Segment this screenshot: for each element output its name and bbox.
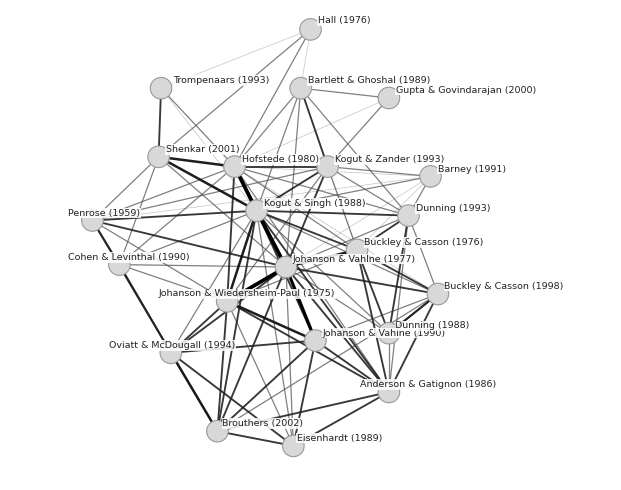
Text: Cohen & Levinthal (1990): Cohen & Levinthal (1990) xyxy=(68,253,189,262)
Circle shape xyxy=(148,146,170,168)
Circle shape xyxy=(317,156,338,177)
Circle shape xyxy=(217,291,238,312)
Text: Johanson & Vahlne (1977): Johanson & Vahlne (1977) xyxy=(292,255,415,264)
Circle shape xyxy=(420,166,442,187)
Circle shape xyxy=(82,210,103,231)
Circle shape xyxy=(378,381,400,403)
Circle shape xyxy=(305,330,326,351)
Text: Shenkar (2001): Shenkar (2001) xyxy=(166,145,240,154)
Text: Brouthers (2002): Brouthers (2002) xyxy=(222,419,303,428)
Circle shape xyxy=(160,342,181,364)
Text: Dunning (1993): Dunning (1993) xyxy=(416,204,491,213)
Circle shape xyxy=(283,435,304,457)
Text: Johanson & Wiedersheim-Paul (1975): Johanson & Wiedersheim-Paul (1975) xyxy=(158,290,335,298)
Text: Buckley & Casson (1998): Buckley & Casson (1998) xyxy=(444,282,564,291)
Text: Hall (1976): Hall (1976) xyxy=(318,16,371,25)
Circle shape xyxy=(224,156,245,177)
Text: Hofstede (1980): Hofstede (1980) xyxy=(242,155,319,164)
Circle shape xyxy=(300,19,321,40)
Text: Eisenhardt (1989): Eisenhardt (1989) xyxy=(297,434,382,442)
Text: Kogut & Singh (1988): Kogut & Singh (1988) xyxy=(264,199,366,208)
Circle shape xyxy=(427,283,449,305)
Text: Kogut & Zander (1993): Kogut & Zander (1993) xyxy=(335,155,445,164)
Text: Trompenaars (1993): Trompenaars (1993) xyxy=(173,76,270,85)
Text: Oviatt & McDougall (1994): Oviatt & McDougall (1994) xyxy=(109,341,235,350)
Text: Barney (1991): Barney (1991) xyxy=(438,165,506,173)
Text: Gupta & Govindarajan (2000): Gupta & Govindarajan (2000) xyxy=(396,86,537,95)
Circle shape xyxy=(275,256,297,278)
Circle shape xyxy=(150,77,172,99)
Text: Bartlett & Ghoshal (1989): Bartlett & Ghoshal (1989) xyxy=(308,76,430,85)
Text: Anderson & Gatignon (1986): Anderson & Gatignon (1986) xyxy=(360,380,496,389)
Circle shape xyxy=(246,200,268,221)
Circle shape xyxy=(347,239,368,261)
Circle shape xyxy=(290,77,312,99)
Circle shape xyxy=(378,322,400,344)
Text: Penrose (1959): Penrose (1959) xyxy=(68,209,140,218)
Circle shape xyxy=(109,254,130,275)
Text: Dunning (1988): Dunning (1988) xyxy=(396,321,469,330)
Circle shape xyxy=(207,420,228,442)
Text: Johanson & Vahlne (1990): Johanson & Vahlne (1990) xyxy=(323,329,446,338)
Text: Buckley & Casson (1976): Buckley & Casson (1976) xyxy=(365,238,484,247)
Circle shape xyxy=(378,87,400,109)
Circle shape xyxy=(397,205,419,226)
